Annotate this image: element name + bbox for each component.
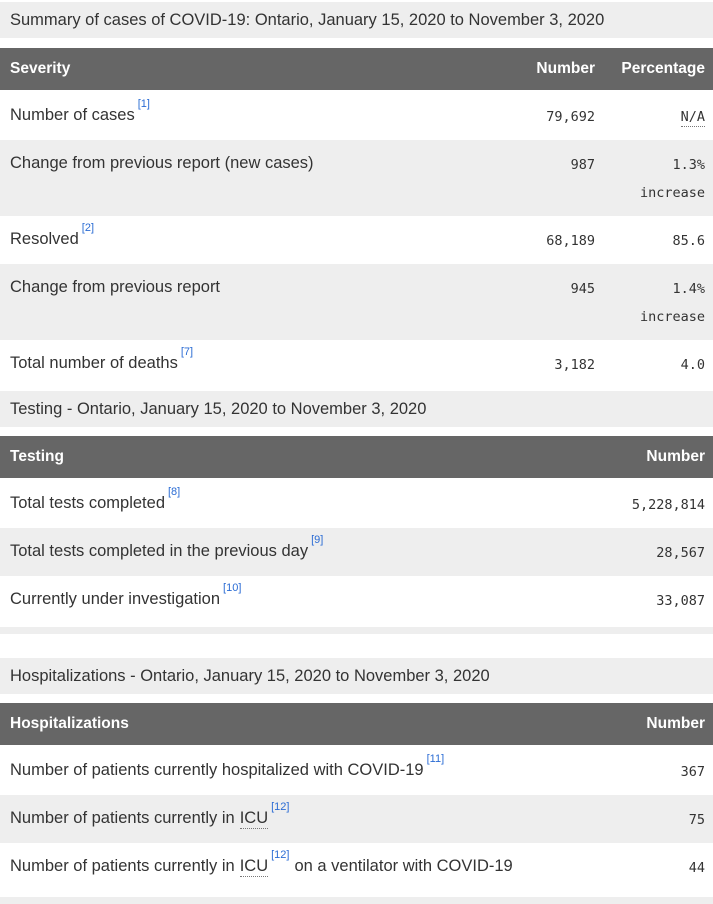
row-label-cell: Resolved[2]	[0, 216, 490, 264]
number-cell: 5,228,814	[631, 497, 705, 513]
row-label-cell: Currently under investigation[10]	[0, 576, 563, 624]
row-label: Resolved	[10, 230, 79, 248]
footnote-ref: [2]	[82, 222, 94, 234]
footnote-ref-link[interactable]: [10]	[223, 581, 242, 594]
percentage-cell: 4.0	[605, 340, 713, 388]
percentage-value: 1.3%	[672, 157, 705, 173]
row-label-cell: Total number of deaths[7]	[0, 340, 490, 388]
row-label-cell: Number of patients currently in ICU[12]	[0, 795, 563, 843]
row-label: Number of patients currently in	[10, 809, 235, 827]
row-label: Number of patients currently in	[10, 857, 235, 875]
percentage-note: increase	[639, 309, 705, 325]
number-cell: 28,567	[656, 545, 705, 561]
number-cell: 75	[688, 812, 705, 828]
testing-table: Testing Number Total tests completed[8] …	[0, 436, 713, 624]
not-applicable-abbr[interactable]: N/A	[680, 109, 705, 127]
percentage-note: increase	[639, 185, 705, 201]
number-cell: 79,692	[546, 109, 595, 125]
table-caption: Hospitalizations - Ontario, January 15, …	[0, 658, 713, 694]
column-header-number: Number	[490, 48, 605, 92]
number-cell: 68,189	[546, 233, 595, 249]
table-caption: Summary of cases of COVID-19: Ontario, J…	[0, 2, 713, 38]
row-label-cell: Change from previous report (new cases)	[0, 140, 490, 216]
icu-abbr[interactable]: ICU	[239, 857, 269, 877]
row-label-cell: Change from previous report	[0, 264, 490, 340]
column-header-hospitalizations: Hospitalizations	[0, 703, 563, 747]
footnote-ref-link[interactable]: [12]	[271, 800, 290, 813]
number-cell: 367	[680, 764, 705, 780]
table-row: Number of cases[1] 79,692 N/A	[0, 91, 713, 140]
footnote-ref: [11]	[427, 753, 445, 765]
percentage-cell: 1.3% increase	[605, 140, 713, 216]
section-testing: Testing - Ontario, January 15, 2020 to N…	[0, 391, 713, 634]
footnote-ref: [9]	[311, 534, 323, 546]
percentage-cell: 85.6	[605, 216, 713, 264]
row-label: Change from previous report	[10, 278, 221, 296]
number-cell: 987	[570, 157, 595, 173]
severity-table: Severity Number Percentage Number of cas…	[0, 48, 713, 388]
table-header-row: Hospitalizations Number	[0, 703, 713, 747]
row-label: Total tests completed	[10, 494, 165, 512]
number-cell: 44	[688, 860, 705, 876]
number-cell: 3,182	[554, 357, 595, 373]
row-label: Currently under investigation	[10, 590, 221, 608]
row-label-cell: Total tests completed in the previous da…	[0, 528, 563, 576]
footnote-ref: [7]	[181, 346, 193, 358]
footnote-ref: [10]	[223, 582, 241, 594]
table-row: Number of patients currently in ICU[12] on…	[0, 843, 713, 891]
column-header-testing: Testing	[0, 436, 563, 480]
footnote-ref-link[interactable]: [12]	[271, 848, 290, 861]
column-header-severity: Severity	[0, 48, 490, 92]
icu-abbr[interactable]: ICU	[239, 809, 269, 829]
table-row: Total number of deaths[7] 3,182 4.0	[0, 340, 713, 388]
footnote-ref-link[interactable]: [11]	[426, 752, 445, 765]
section-severity: Summary of cases of COVID-19: Ontario, J…	[0, 2, 713, 388]
footnote-ref-link[interactable]: [8]	[168, 485, 181, 498]
row-label: Total tests completed in the previous da…	[10, 542, 309, 560]
footnote-ref: [8]	[168, 486, 180, 498]
column-header-number: Number	[563, 436, 713, 480]
row-label-cell: Number of patients currently in ICU[12] on…	[0, 843, 563, 891]
hospitalizations-table: Hospitalizations Number Number of patien…	[0, 703, 713, 891]
table-row: Number of patients currently in ICU[12] 7…	[0, 795, 713, 843]
table-header-row: Testing Number	[0, 436, 713, 480]
row-label: Number of cases	[10, 106, 135, 124]
footnote-ref: [12]	[271, 849, 289, 861]
percentage-value: 85.6	[672, 233, 705, 249]
percentage-cell: N/A	[605, 91, 713, 140]
footnote-ref-link[interactable]: [7]	[180, 345, 194, 358]
row-label: Number of patients currently hospitalize…	[10, 761, 424, 779]
percentage-value: 4.0	[680, 357, 705, 373]
row-label-cell: Number of cases[1]	[0, 91, 490, 140]
table-row: Change from previous report (new cases) …	[0, 140, 713, 216]
number-cell: 33,087	[656, 593, 705, 609]
row-label-cell: Number of patients currently hospitalize…	[0, 746, 563, 795]
row-label: Total number of deaths	[10, 354, 178, 372]
table-row: Total tests completed[8] 5,228,814	[0, 479, 713, 528]
percentage-value: 1.4%	[672, 281, 705, 297]
row-label-suffix: on a ventilator with COVID-19	[294, 857, 513, 875]
table-row: Change from previous report 945 1.4% incr…	[0, 264, 713, 340]
table-header-row: Severity Number Percentage	[0, 48, 713, 92]
table-row: Resolved[2] 68,189 85.6	[0, 216, 713, 264]
footnote-ref-link[interactable]: [2]	[81, 221, 95, 234]
next-section-strip	[0, 897, 713, 904]
footnote-ref: [12]	[271, 801, 289, 813]
footnote-ref-link[interactable]: [9]	[311, 533, 324, 546]
column-header-percentage: Percentage	[605, 48, 713, 92]
row-label-cell: Total tests completed[8]	[0, 479, 563, 528]
table-row: Currently under investigation[10] 33,087	[0, 576, 713, 624]
number-cell: 945	[570, 281, 595, 297]
section-hospitalizations: Hospitalizations - Ontario, January 15, …	[0, 658, 713, 904]
table-row: Number of patients currently hospitalize…	[0, 746, 713, 795]
column-header-number: Number	[563, 703, 713, 747]
footnote-ref-link[interactable]: [1]	[137, 97, 150, 110]
table-caption: Testing - Ontario, January 15, 2020 to N…	[0, 391, 713, 427]
percentage-cell: 1.4% increase	[605, 264, 713, 340]
row-label: Change from previous report (new cases)	[10, 154, 314, 172]
footnote-ref: [1]	[138, 98, 150, 110]
section-divider	[0, 627, 713, 634]
table-row: Total tests completed in the previous da…	[0, 528, 713, 576]
